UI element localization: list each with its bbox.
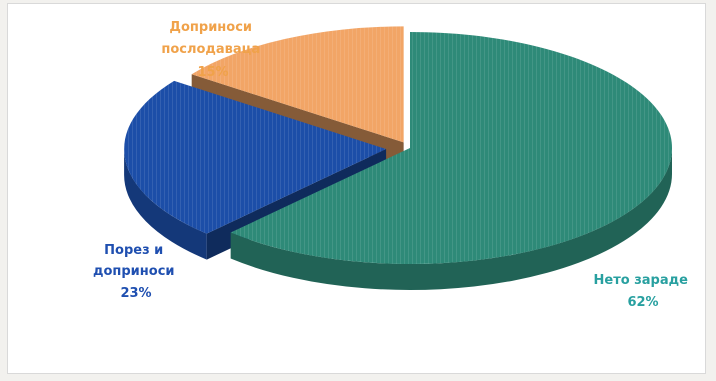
slice-label-employer-contributions: Доприноси послодаваца 15% (161, 20, 264, 80)
slice-texture-tax-contributions (124, 80, 387, 234)
slice-label-net-wages: Нето зараде 62% (594, 273, 693, 310)
slice-texture-net-wages (230, 32, 672, 264)
slice-texture-employer-contributions (191, 26, 404, 143)
slice-side-net-wages (230, 148, 672, 290)
slice-side-tax-contributions (124, 149, 207, 260)
slice-label-tax-contributions: Порез и доприноси 23% (93, 243, 179, 301)
